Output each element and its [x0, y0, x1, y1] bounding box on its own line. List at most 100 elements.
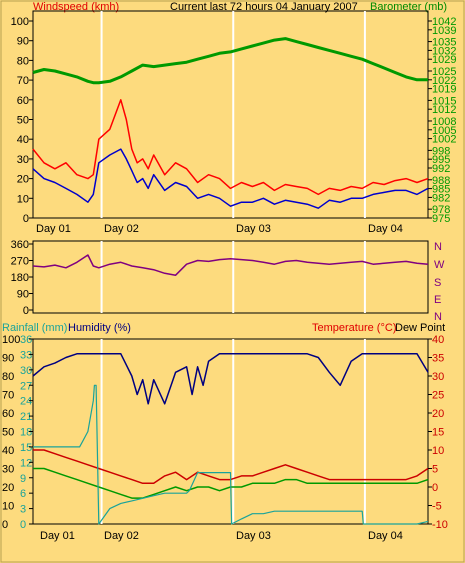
- rainfall-tick-label: 6: [20, 488, 26, 500]
- chart-marks: 0102030405060708090100975978982985988992…: [2, 11, 456, 531]
- wind-tick-label: 0: [23, 213, 29, 225]
- barometer-tick-label: 975: [432, 213, 450, 225]
- rainfall-tick-label: 15: [20, 442, 32, 454]
- barometer-tick-label: 995: [432, 154, 450, 166]
- temperature-tick-label: 25: [432, 390, 444, 402]
- barometer-tick-label: 1035: [432, 37, 456, 49]
- rainfall-tick-label: 0: [20, 519, 26, 531]
- wind-tick-label: 100: [11, 16, 29, 28]
- barometer-tick-label: 1012: [432, 104, 456, 116]
- barometer-tick-label: 1032: [432, 45, 456, 57]
- day-label-2-lower: Day 02: [104, 530, 139, 542]
- rainfall-tick-label: 12: [20, 457, 32, 469]
- wind-tick-label: 20: [17, 174, 29, 186]
- humidity-tick-label: 10: [2, 501, 14, 513]
- barometer-tick-label: 992: [432, 163, 450, 175]
- windspeed-gust-line: [32, 99, 429, 196]
- humidity-tick-label: 70: [2, 390, 14, 402]
- humidity-axis-title: Humidity (%): [68, 322, 131, 334]
- rainfall-tick-label: 33: [20, 349, 32, 361]
- rainfall-tick-label: 24: [20, 396, 32, 408]
- barometer-tick-label: 1042: [432, 16, 456, 28]
- humidity-tick-label: 40: [2, 445, 14, 457]
- compass-label-n-bottom: N: [434, 311, 442, 323]
- temperature-tick-label: 15: [432, 427, 444, 439]
- wind-direction-line: [32, 254, 429, 276]
- temperature-tick-label: -5: [432, 501, 442, 513]
- barometer-tick-label: 988: [432, 175, 450, 187]
- day-label-3-lower: Day 03: [236, 530, 271, 542]
- rainfall-tick-label: 9: [20, 473, 26, 485]
- day-label-4: Day 04: [368, 223, 403, 235]
- rainfall-tick-label: 30: [20, 365, 32, 377]
- barometer-tick-label: 985: [432, 184, 450, 196]
- wind-tick-label: 60: [17, 95, 29, 107]
- humidity-tick-label: 50: [2, 427, 14, 439]
- temperature-tick-label: 30: [432, 371, 444, 383]
- barometer-tick-label: 1005: [432, 125, 456, 137]
- barometer-tick-label: 1039: [432, 25, 456, 37]
- rainfall-tick-label: 18: [20, 427, 32, 439]
- humidity-tick-label: 0: [2, 519, 8, 531]
- rainfall-line: [33, 384, 429, 525]
- wind-tick-label: 80: [17, 55, 29, 67]
- direction-tick-label: 270: [11, 256, 29, 268]
- barometer-axis-title: Barometer (mb): [370, 1, 447, 13]
- wind-tick-label: 30: [17, 154, 29, 166]
- temperature-tick-label: -10: [432, 519, 448, 531]
- wind-tick-label: 70: [17, 75, 29, 87]
- rainfall-axis-title: Rainfall (mm): [2, 322, 67, 334]
- temperature-tick-label: 10: [432, 445, 444, 457]
- temperature-tick-label: 0: [432, 482, 438, 494]
- day-label-4-lower: Day 04: [368, 530, 403, 542]
- direction-tick-label: 360: [11, 239, 29, 251]
- temperature-tick-label: 35: [432, 353, 444, 365]
- rainfall-tick-label: 3: [20, 504, 26, 516]
- day-label-2: Day 02: [104, 223, 139, 235]
- barometer-line: [32, 37, 428, 85]
- barometer-tick-label: 998: [432, 145, 450, 157]
- rainfall-tick-label: 21: [20, 411, 32, 423]
- compass-label-n-top: N: [434, 241, 442, 253]
- wind-tick-label: 50: [17, 115, 29, 127]
- wind-tick-label: 40: [17, 134, 29, 146]
- barometer-tick-label: 978: [432, 204, 450, 216]
- barometer-tick-label: 1008: [432, 116, 456, 128]
- direction-tick-label: 90: [17, 289, 29, 301]
- wind-tick-label: 10: [17, 193, 29, 205]
- day-label-1: Day 01: [36, 223, 71, 235]
- compass-label-s: S: [434, 277, 441, 289]
- barometer-tick-label: 1029: [432, 54, 456, 66]
- humidity-tick-label: 20: [2, 482, 14, 494]
- rainfall-tick-label: 36: [20, 334, 32, 346]
- barometer-tick-label: 1019: [432, 84, 456, 96]
- humidity-tick-label: 100: [2, 334, 20, 346]
- compass-label-w: W: [434, 259, 445, 271]
- windspeed-axis-title: Windspeed (kmh): [33, 1, 119, 13]
- direction-panel-frame: [32, 240, 429, 314]
- chart-title: Current last 72 hours 04 January 2007: [170, 1, 358, 13]
- humidity-tick-label: 80: [2, 371, 14, 383]
- temperature-tick-label: 5: [432, 464, 438, 476]
- barometer-tick-label: 982: [432, 192, 450, 204]
- barometer-tick-label: 1002: [432, 134, 456, 146]
- day-label-3: Day 03: [236, 223, 271, 235]
- wind-tick-label: 90: [17, 36, 29, 48]
- compass-label-e: E: [434, 294, 441, 306]
- temperature-tick-label: 40: [432, 334, 444, 346]
- humidity-tick-label: 30: [2, 464, 14, 476]
- direction-tick-label: 180: [11, 272, 29, 284]
- direction-tick-label: 0: [23, 305, 29, 317]
- day-label-1-lower: Day 01: [40, 530, 75, 542]
- rainfall-tick-label: 27: [20, 380, 32, 392]
- dewpoint-axis-title: Dew Point: [395, 322, 445, 334]
- barometer-tick-label: 1025: [432, 66, 456, 78]
- temperature-tick-label: 20: [432, 408, 444, 420]
- barometer-tick-label: 1022: [432, 75, 456, 87]
- temperature-axis-title: Temperature (°C): [312, 322, 396, 334]
- humidity-tick-label: 90: [2, 353, 14, 365]
- windspeed-average-line: [32, 148, 429, 209]
